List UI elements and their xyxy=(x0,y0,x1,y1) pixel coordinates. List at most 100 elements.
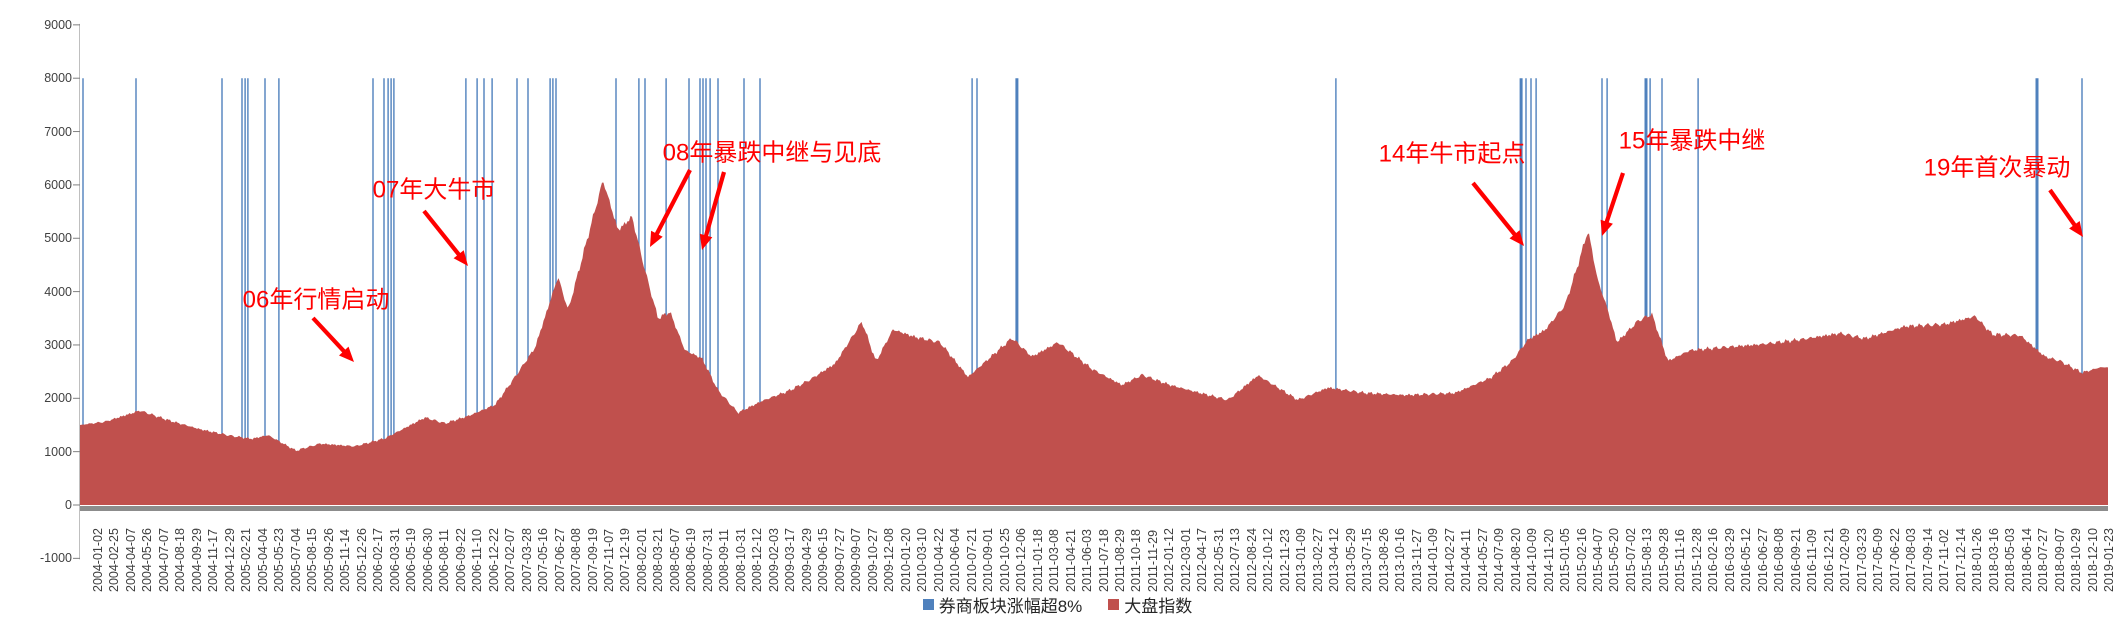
x-axis-label: 2013-08-26 xyxy=(1376,528,1391,592)
y-axis-label: 0 xyxy=(65,498,72,512)
x-axis-label: 2007-03-28 xyxy=(519,528,534,592)
x-axis-label: 2012-01-12 xyxy=(1162,528,1177,592)
x-axis-label: 2012-03-01 xyxy=(1178,528,1193,592)
x-axis-label: 2011-06-03 xyxy=(1080,528,1095,592)
x-axis-label: 2014-04-11 xyxy=(1459,528,1474,592)
x-axis-label: 2014-02-27 xyxy=(1442,528,1457,592)
x-axis-label: 2008-07-31 xyxy=(700,528,715,592)
x-axis-label: 2017-08-03 xyxy=(1904,528,1919,592)
x-axis-label: 2011-04-21 xyxy=(1063,528,1078,592)
legend-label: 券商板块涨幅超8% xyxy=(938,597,1083,616)
x-axis-label: 2017-12-14 xyxy=(1953,528,1968,592)
x-axis-label: 2007-11-07 xyxy=(601,528,616,592)
x-axis-label: 2015-11-16 xyxy=(1673,528,1688,592)
x-axis-label: 2004-09-29 xyxy=(189,528,204,592)
y-axis-label: 7000 xyxy=(44,124,72,139)
x-axis-label: 2018-09-07 xyxy=(2052,528,2067,592)
x-axis-label: 2011-11-29 xyxy=(1145,529,1160,592)
x-axis-label: 2010-10-25 xyxy=(997,528,1012,592)
x-axis-label: 2007-08-08 xyxy=(569,528,584,592)
x-axis-label: 2007-02-07 xyxy=(503,528,518,592)
x-axis-label: 2010-12-06 xyxy=(1014,528,1029,592)
x-axis-label: 2005-04-04 xyxy=(255,528,270,592)
x-axis-label: 2004-02-25 xyxy=(107,528,122,592)
annotation-label: 19年首次暴动 xyxy=(1923,154,2071,182)
x-axis-label: 2006-09-22 xyxy=(453,528,468,592)
x-axis-label: 2016-06-27 xyxy=(1755,528,1770,592)
y-axis-label: -1000 xyxy=(40,551,72,566)
x-axis-label: 2008-02-01 xyxy=(634,528,649,592)
x-axis-label: 2010-03-10 xyxy=(915,528,930,592)
x-axis-label: 2009-12-08 xyxy=(882,528,897,592)
x-axis-label: 2014-10-09 xyxy=(1525,528,1540,592)
x-axis-label: 2017-03-23 xyxy=(1854,528,1869,592)
x-axis-label: 2015-07-02 xyxy=(1623,528,1638,592)
x-axis-label: 2016-03-29 xyxy=(1722,528,1737,592)
x-axis-label: 2018-01-26 xyxy=(1970,528,1985,592)
x-axis-label: 2015-08-13 xyxy=(1640,528,1655,592)
x-axis-label: 2011-03-08 xyxy=(1047,528,1062,592)
annotation-label: 06年行情启动 xyxy=(242,286,390,314)
y-axis-label: 6000 xyxy=(44,177,72,192)
x-axis-label: 2010-01-20 xyxy=(898,528,913,592)
x-axis-label: 2016-02-16 xyxy=(1706,528,1721,592)
x-axis-label: 2005-07-04 xyxy=(288,528,303,592)
x-axis-label: 2014-11-20 xyxy=(1541,528,1556,592)
x-axis-label: 2009-09-07 xyxy=(849,528,864,592)
x-axis-label: 2018-05-03 xyxy=(2003,528,2018,592)
x-axis-label: 2006-05-19 xyxy=(404,528,419,592)
x-axis-label: 2004-11-17 xyxy=(206,528,221,592)
x-axis-label: 2018-12-10 xyxy=(2085,528,2100,592)
x-axis-label: 2004-01-02 xyxy=(91,528,105,592)
x-axis-label: 2013-10-16 xyxy=(1393,528,1408,592)
y-axis-label: 9000 xyxy=(44,17,72,32)
x-axis-label: 2006-08-11 xyxy=(437,528,452,592)
x-axis-label: 2012-04-17 xyxy=(1195,528,1210,592)
x-axis-label: 2017-09-14 xyxy=(1920,528,1935,592)
x-axis-label: 2009-10-27 xyxy=(865,528,880,592)
x-axis-label: 2013-05-29 xyxy=(1343,528,1358,592)
x-axis-label: 2017-02-09 xyxy=(1838,528,1853,592)
x-axis-label: 2009-03-17 xyxy=(783,528,798,592)
x-axis-label: 2010-06-04 xyxy=(948,528,963,592)
x-axis-label: 2013-01-09 xyxy=(1294,528,1309,592)
x-axis-label: 2011-01-18 xyxy=(1030,528,1045,592)
legend: 券商板块涨幅超8% 大盘指数 xyxy=(0,592,2115,617)
x-axis-label: 2006-03-31 xyxy=(387,528,402,592)
x-axis-label: 2005-05-23 xyxy=(272,528,287,592)
x-axis-label: 2009-06-15 xyxy=(816,528,831,592)
x-axis-label: 2007-12-19 xyxy=(618,528,633,592)
x-axis-label: 2013-04-12 xyxy=(1327,528,1342,592)
x-axis-label: 2013-07-15 xyxy=(1360,528,1375,592)
x-axis-label: 2005-09-26 xyxy=(321,528,336,592)
x-axis-label: 2005-08-15 xyxy=(305,528,320,592)
x-axis-label: 2015-02-16 xyxy=(1574,528,1589,592)
x-axis-label: 2018-10-29 xyxy=(2069,528,2084,592)
x-axis-label: 2016-05-12 xyxy=(1739,528,1754,592)
x-axis-label: 2010-07-21 xyxy=(964,528,979,592)
x-axis-label: 2016-09-21 xyxy=(1788,528,1803,592)
y-axis-label: 3000 xyxy=(44,337,72,352)
x-axis-label: 2009-02-03 xyxy=(766,528,781,592)
x-axis-label: 2006-11-10 xyxy=(470,528,485,592)
x-axis-label: 2008-03-21 xyxy=(651,528,666,592)
x-axis-label: 2007-09-19 xyxy=(585,528,600,592)
x-axis-label: 2018-03-16 xyxy=(1986,528,2001,592)
x-axis-label: 2011-07-18 xyxy=(1096,528,1111,592)
legend-swatch-red xyxy=(1108,599,1120,610)
x-axis-label: 2019-01-23 xyxy=(2102,528,2115,592)
x-axis-label: 2016-08-08 xyxy=(1772,528,1787,592)
x-axis-label: 2008-06-19 xyxy=(684,528,699,592)
annotation-label: 14年牛市起点 xyxy=(1378,140,1526,168)
x-axis-label: 2010-04-22 xyxy=(931,528,946,592)
legend-swatch-blue xyxy=(922,599,934,610)
x-axis-label: 2015-04-07 xyxy=(1591,528,1605,592)
x-axis-label: 2011-10-18 xyxy=(1129,528,1144,592)
x-axis-label: 2018-06-14 xyxy=(2019,528,2034,592)
y-axis-label: 4000 xyxy=(44,284,72,299)
x-axis-label: 2004-07-07 xyxy=(156,528,171,592)
x-axis-label: 2004-05-26 xyxy=(140,528,155,592)
x-axis-label: 2014-07-09 xyxy=(1492,528,1507,592)
